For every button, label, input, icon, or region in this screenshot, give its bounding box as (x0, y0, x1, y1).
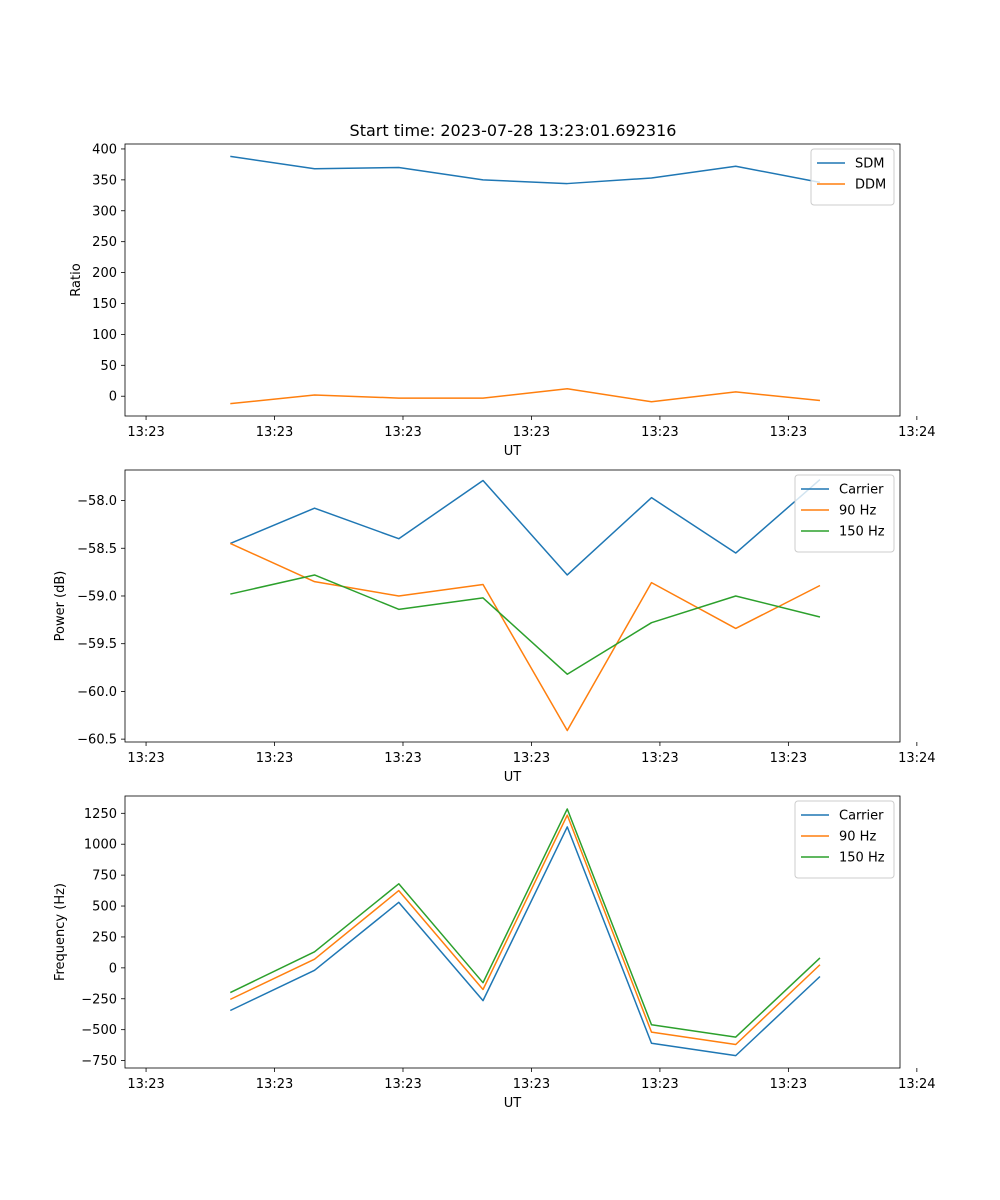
x-tick-label: 13:23 (127, 751, 164, 766)
chart-panel-3: 13:23 13:23 13:23 13:23 13:23 13:23 13:24 −750 −… (53, 795, 936, 1111)
x-tick-label: 13:23 (127, 1077, 164, 1092)
y-tick-label: 750 (92, 869, 117, 884)
y-tick-label: 150 (92, 297, 117, 312)
y-tick-label: −59.5 (77, 637, 117, 652)
y-tick-label: 500 (92, 900, 117, 915)
x-tick-label: 13:23 (256, 1077, 293, 1092)
x-axis-label: UT (504, 770, 522, 785)
y-tick-label: 200 (92, 266, 117, 281)
chart-panel-2: 13:23 13:23 13:23 13:23 13:23 13:23 13:24 −60.5… (53, 469, 936, 785)
y-tick-label: −58.5 (77, 542, 117, 557)
y-tick-label: 350 (92, 173, 117, 188)
x-tick-label: 13:23 (384, 751, 421, 766)
x-axis-label: UT (504, 444, 522, 459)
legend-label: Carrier (839, 809, 884, 824)
y-tick-label: −250 (81, 992, 117, 1007)
legend-box (794, 800, 895, 879)
x-axis-label: UT (504, 1096, 522, 1111)
series-line-carrier (229, 826, 821, 1057)
axes-frame (124, 795, 901, 1069)
y-axis-label: Power (dB) (53, 571, 68, 642)
x-tick-label: 13:23 (513, 425, 550, 440)
x-tick-label: 13:23 (256, 751, 293, 766)
x-tick-label: 13:23 (513, 1077, 550, 1092)
x-tick-label: 13:23 (770, 751, 807, 766)
y-tick-label: −59.0 (77, 589, 117, 604)
series-line-90-hz (229, 542, 821, 732)
y-tick-label: 50 (100, 359, 117, 374)
legend-box (794, 474, 895, 553)
x-tick-label: 13:24 (898, 1077, 935, 1092)
legend-label: 150 Hz (839, 851, 885, 866)
legend-label: SDM (855, 157, 884, 172)
y-tick-label: 1000 (84, 838, 117, 853)
x-tick-label: 13:23 (770, 1077, 807, 1092)
x-tick-label: 13:23 (641, 425, 678, 440)
y-tick-label: 0 (109, 961, 117, 976)
y-tick-label: −60.5 (77, 733, 117, 748)
charts: 13:23 13:23 13:23 13:23 13:23 13:23 13:24 0 50 10… (53, 142, 936, 1111)
axes-frame (124, 143, 901, 417)
series-line-150-hz (230, 574, 821, 675)
y-axis-label: Ratio (69, 263, 84, 296)
y-tick-label: −58.0 (77, 494, 117, 509)
legend-label: 150 Hz (839, 525, 885, 540)
y-tick-label: −750 (81, 1054, 117, 1069)
x-tick-label: 13:23 (641, 751, 678, 766)
x-tick-label: 13:23 (641, 1077, 678, 1092)
x-tick-label: 13:24 (898, 425, 935, 440)
series-line-carrier (230, 478, 821, 576)
y-tick-label: 250 (92, 930, 117, 945)
series-line-150-hz (229, 808, 821, 1038)
chart-panel-1: 13:23 13:23 13:23 13:23 13:23 13:23 13:24 0 50 10… (69, 142, 936, 459)
x-tick-label: 13:23 (127, 425, 164, 440)
figure-title: Start time: 2023-07-28 13:23:01.692316 (350, 121, 677, 140)
legend-label: Carrier (839, 483, 884, 498)
axes-frame (124, 469, 901, 743)
series-line-sdm (230, 155, 821, 185)
series-line-ddm (230, 388, 821, 405)
y-tick-label: −60.0 (77, 685, 117, 700)
y-tick-label: −500 (81, 1023, 117, 1038)
x-tick-label: 13:23 (513, 751, 550, 766)
x-tick-label: 13:23 (384, 425, 421, 440)
series-line-90-hz (229, 814, 821, 1046)
x-tick-label: 13:23 (384, 1077, 421, 1092)
x-tick-label: 13:23 (770, 425, 807, 440)
y-tick-label: 250 (92, 235, 117, 250)
y-tick-label: 300 (92, 204, 117, 219)
x-tick-label: 13:23 (256, 425, 293, 440)
legend-label: 90 Hz (839, 504, 876, 519)
x-tick-label: 13:24 (898, 751, 935, 766)
legend-label: DDM (855, 178, 886, 193)
y-tick-label: 400 (92, 142, 117, 157)
y-axis-label: Frequency (Hz) (53, 883, 68, 981)
y-tick-label: 0 (109, 390, 117, 405)
y-tick-label: 1250 (84, 807, 117, 822)
y-tick-label: 100 (92, 328, 117, 343)
legend-label: 90 Hz (839, 830, 876, 845)
